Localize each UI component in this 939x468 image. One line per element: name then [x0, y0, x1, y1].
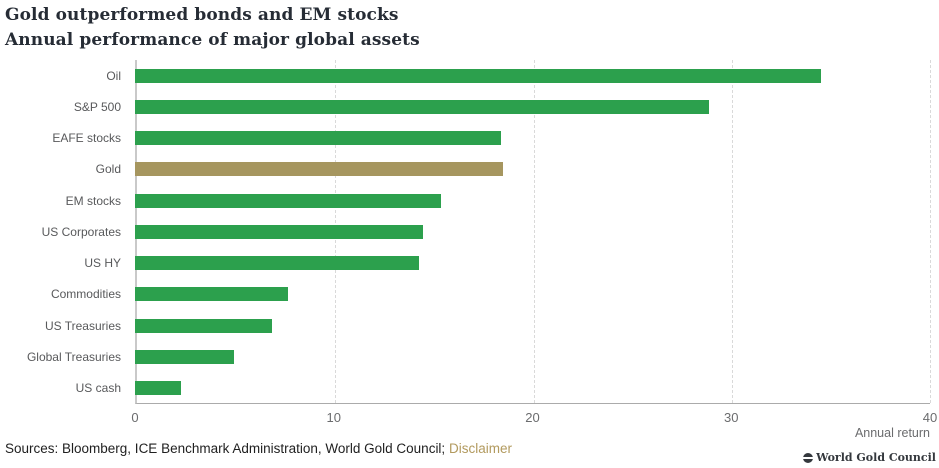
category-label-us-hy: US HY — [84, 256, 121, 271]
bar-global-treasuries[interactable] — [135, 350, 235, 365]
bar-row: Commodities — [0, 279, 930, 310]
bar-track — [135, 131, 930, 146]
x-axis-ticks: 0 10 20 30 40 — [0, 410, 939, 426]
bar-row: Global Treasuries — [0, 341, 930, 372]
bar-row: US cash — [0, 373, 930, 404]
category-label-em-stocks: EM stocks — [65, 193, 121, 208]
bar-row: Gold — [0, 154, 930, 185]
bar-row: US HY — [0, 248, 930, 279]
bar-chart: Oil S&P 500 EAFE stocks Gold EM stocks US Cor… — [0, 60, 939, 460]
bar-eafe-stocks[interactable] — [135, 131, 501, 146]
x-tick-40: 40 — [922, 410, 938, 425]
sources-text: Sources: Bloomberg, ICE Benchmark Admini… — [5, 441, 449, 456]
gridline-20 — [533, 60, 535, 403]
bar-row: S&P 500 — [0, 91, 930, 122]
category-label-gold: Gold — [95, 162, 121, 177]
bar-s-p-500[interactable] — [135, 99, 710, 114]
x-axis-label: Annual return — [854, 426, 930, 440]
bar-us-cash[interactable] — [135, 381, 181, 396]
bar-track — [135, 381, 930, 396]
category-label-global-treasuries: Global Treasuries — [26, 350, 121, 365]
bar-row: EAFE stocks — [0, 123, 930, 154]
category-label-s-p-500: S&P 500 — [73, 99, 121, 114]
bar-us-hy[interactable] — [135, 256, 420, 271]
bar-track — [135, 318, 930, 333]
x-tick-0: 0 — [131, 410, 139, 425]
bar-track — [135, 99, 930, 114]
category-label-commodities: Commodities — [50, 287, 121, 302]
category-label-us-corporates: US Corporates — [41, 224, 121, 239]
bar-row: US Treasuries — [0, 310, 930, 341]
bar-em-stocks[interactable] — [135, 193, 442, 208]
bar-commodities[interactable] — [135, 287, 289, 302]
x-tick-20: 20 — [525, 410, 540, 425]
chart-subtitle: Annual performance of major global asset… — [5, 30, 420, 50]
gridline-40 — [930, 60, 931, 403]
disclaimer-link[interactable]: Disclaimer — [448, 441, 512, 456]
bar-track — [135, 350, 930, 365]
category-label-us-treasuries: US Treasuries — [44, 318, 121, 333]
bar-track — [135, 256, 930, 271]
x-tick-30: 30 — [724, 410, 739, 425]
bar-row: Oil — [0, 60, 930, 91]
gridline-30 — [731, 60, 733, 403]
sources-line: Sources: Bloomberg, ICE Benchmark Admini… — [5, 441, 512, 456]
x-tick-10: 10 — [326, 410, 341, 425]
wgc-copyright-text: World Gold Council — [816, 451, 936, 464]
category-label-us-cash: US cash — [75, 381, 121, 396]
bar-track — [135, 287, 930, 302]
bar-row: US Corporates — [0, 216, 930, 247]
bar-us-treasuries[interactable] — [135, 318, 273, 333]
bar-oil[interactable] — [135, 68, 821, 83]
bar-track — [135, 162, 930, 177]
category-label-eafe-stocks: EAFE stocks — [52, 131, 121, 146]
chart-title: Gold outperformed bonds and EM stocks — [5, 5, 399, 25]
category-label-oil: Oil — [106, 68, 121, 83]
bar-track — [135, 193, 930, 208]
wgc-copyright: World Gold Council — [803, 451, 936, 464]
bar-gold[interactable] — [135, 162, 503, 177]
bar-rows: Oil S&P 500 EAFE stocks Gold EM stocks US Cor… — [0, 60, 930, 404]
bar-track — [135, 68, 930, 83]
bar-us-corporates[interactable] — [135, 224, 424, 239]
bar-track — [135, 224, 930, 239]
wgc-logo-icon — [803, 452, 814, 463]
bar-row: EM stocks — [0, 185, 930, 216]
